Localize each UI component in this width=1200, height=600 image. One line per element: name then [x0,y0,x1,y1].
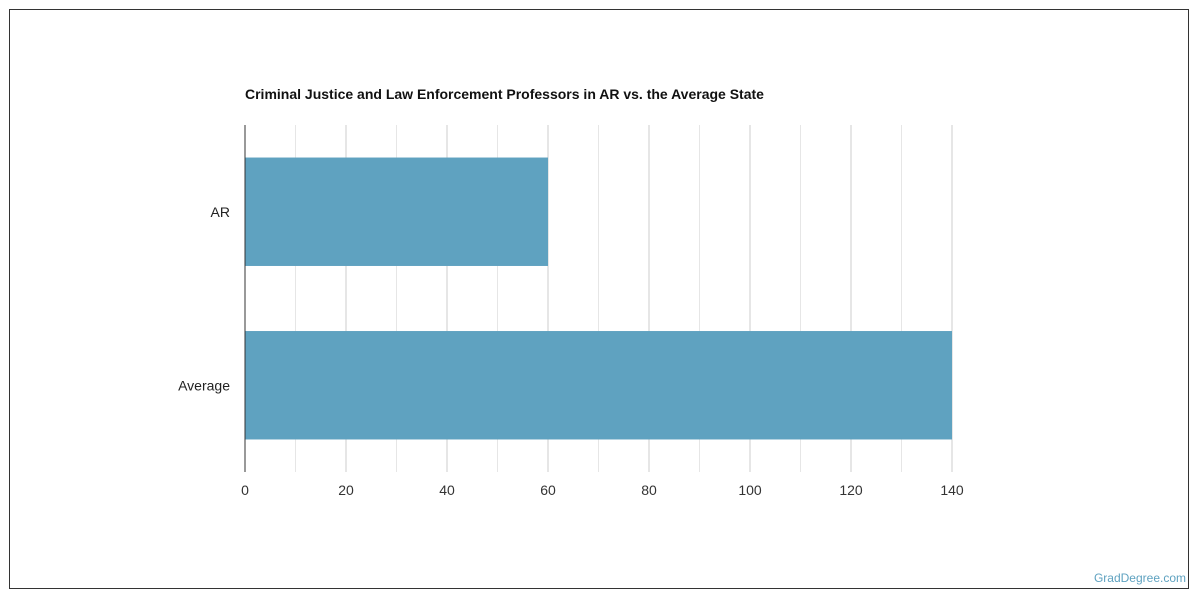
bars [245,157,952,440]
x-tick-label: 120 [839,482,863,498]
bar-ar [245,157,548,266]
x-tick-label: 140 [940,482,964,498]
category-labels: AR Average [178,204,230,394]
chart-title: Criminal Justice and Law Enforcement Pro… [245,86,764,102]
x-tick-label: 0 [241,482,249,498]
category-label: Average [178,377,230,393]
x-tick-label: 100 [738,482,762,498]
x-tick-label: 60 [540,482,556,498]
x-tick-labels: 0 20 40 60 80 100 120 140 [241,482,964,498]
category-label: AR [211,204,230,220]
x-tick-label: 80 [641,482,657,498]
x-tick-label: 40 [439,482,455,498]
x-tick-label: 20 [338,482,354,498]
source-credit: GradDegree.com [1093,571,1186,585]
bar-average [245,331,952,440]
